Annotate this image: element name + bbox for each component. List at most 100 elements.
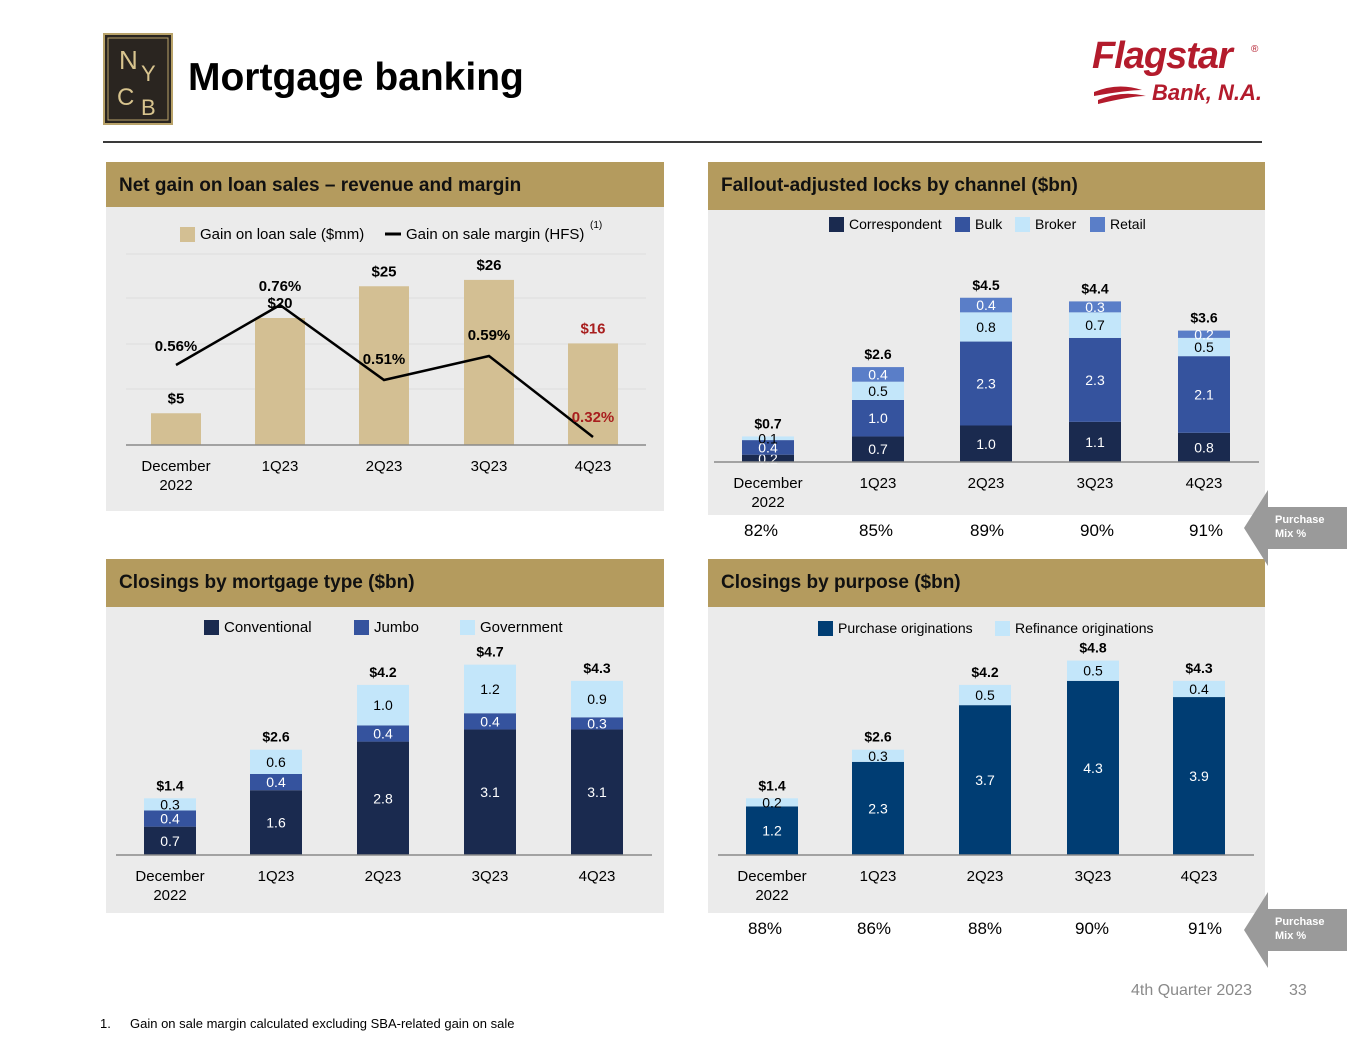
type-legend-label: Jumbo <box>374 619 419 636</box>
locks-bar-segment <box>960 341 1012 426</box>
type-segment-label: 3.1 <box>480 784 500 800</box>
purpose-segment-label: 0.5 <box>975 687 995 703</box>
purpose-bar-segment <box>746 798 798 807</box>
locks-legend-label: Correspondent <box>849 216 942 232</box>
type-segment-label: 0.4 <box>480 713 500 729</box>
purchase-mix-arrow-top: Purchase Mix % <box>1244 490 1347 566</box>
locks-category-label: 4Q23 <box>1186 475 1223 492</box>
gain-bar-label: $25 <box>371 263 396 280</box>
page-title: Mortgage banking <box>188 56 524 99</box>
purpose-segment-label: 3.9 <box>1189 768 1209 784</box>
footnote-text: Gain on sale margin calculated excluding… <box>130 1016 515 1031</box>
purpose-total-label: $4.8 <box>1079 640 1106 656</box>
purpose-bar-segment <box>1067 660 1119 681</box>
type-total-label: $1.4 <box>156 777 183 793</box>
type-segment-label: 0.4 <box>160 811 180 827</box>
purpose-bar-segment <box>852 761 904 855</box>
svg-text:N: N <box>119 45 138 75</box>
purchase-mix-label: Purchase Mix % <box>1275 916 1325 942</box>
footnote-number: 1. <box>100 1016 111 1031</box>
locks-panel-title: Fallout-adjusted locks by channel ($bn) <box>721 175 1078 196</box>
type-total-label: $4.3 <box>583 660 610 676</box>
locks-bar-segment <box>1178 330 1230 338</box>
purpose-legend-label: Refinance originations <box>1015 620 1154 636</box>
locks-bar-segment <box>960 312 1012 342</box>
purpose-segment-label: 0.4 <box>1189 681 1209 697</box>
gain-bar-label: $26 <box>476 257 501 274</box>
locks-legend-swatch <box>1090 217 1105 232</box>
purpose-purchase-mix-value: 91% <box>1187 919 1223 938</box>
purpose-total-label: $1.4 <box>758 777 785 793</box>
locks-segment-label: 0.5 <box>868 383 888 399</box>
locks-purchase-mix-row: 82% 85% 89% 90% 91% <box>708 518 1265 544</box>
header-rule <box>103 141 1262 143</box>
locks-category-label: 2Q23 <box>968 475 1005 492</box>
purpose-bar-segment <box>852 749 904 762</box>
flagstar-logo-bank: Bank, N.A. <box>1152 80 1262 105</box>
locks-panel: Fallout-adjusted locks by channel ($bn) … <box>708 162 1265 515</box>
type-segment-label: 0.4 <box>266 774 286 790</box>
gain-bar <box>255 318 305 445</box>
gain-category-label: 2022 <box>159 477 192 494</box>
purpose-chart: 1.2 0.2$1.4 2.3 0.3 $2.6 3.7 0.5 $4.2 4.3 0.5 $4.8… <box>718 620 1254 904</box>
purpose-segment-label: 3.7 <box>975 772 995 788</box>
type-chart: 0.70.40.3$1.41.60.40.6$2.62.80.41.0$4.23… <box>116 619 652 904</box>
gain-legend-superscript: (1) <box>590 220 602 231</box>
type-bar-segment <box>250 790 302 855</box>
locks-purchase-mix-value: 82% <box>743 521 779 540</box>
type-panel-title: Closings by mortgage type ($bn) <box>119 572 415 593</box>
type-legend-swatch <box>204 620 219 635</box>
purpose-panel: Closings by purpose ($bn) 1.2 0.2 $1.4 2.3 0… <box>708 559 1265 913</box>
gain-category-label: 1Q23 <box>262 458 299 475</box>
gain-bar <box>568 343 618 445</box>
purpose-legend-label: Purchase originations <box>838 620 973 636</box>
type-total-label: $2.6 <box>262 729 289 745</box>
type-segment-label: 0.6 <box>266 754 286 770</box>
purpose-purchase-mix-value: 90% <box>1074 919 1110 938</box>
purpose-total-label: $2.6 <box>864 729 891 745</box>
locks-purchase-mix-value: 89% <box>969 521 1005 540</box>
gain-margin-label: 0.51% <box>363 351 406 368</box>
locks-legend-label: Retail <box>1110 216 1146 232</box>
purpose-category-label: 1Q23 <box>860 868 897 885</box>
purchase-mix-label: Purchase Mix % <box>1275 514 1325 540</box>
purpose-category-label: 2Q23 <box>967 868 1004 885</box>
type-bar-segment <box>144 826 196 855</box>
type-bar-segment <box>144 810 196 827</box>
svg-text:Y: Y <box>141 61 156 86</box>
locks-bar-segment <box>1178 337 1230 357</box>
purpose-category-label: December <box>737 868 806 885</box>
locks-bar-segment <box>852 381 904 400</box>
locks-total-label: $4.4 <box>1081 280 1108 296</box>
locks-legend-swatch <box>1015 217 1030 232</box>
type-bar-segment <box>464 664 516 714</box>
type-legend-swatch <box>460 620 475 635</box>
purpose-purchase-mix-value: 88% <box>747 919 783 938</box>
type-segment-label: 3.1 <box>587 784 607 800</box>
locks-bar-segment <box>742 436 794 441</box>
purpose-segment-label: 0.3 <box>868 748 888 764</box>
purpose-bar-segment <box>746 806 798 855</box>
type-bar-segment <box>571 717 623 730</box>
locks-legend-swatch <box>955 217 970 232</box>
purpose-segment-label: 0.5 <box>1083 663 1103 679</box>
type-category-label: December <box>135 868 204 885</box>
purpose-legend-swatch <box>995 621 1010 636</box>
locks-bar-segment <box>1069 337 1121 422</box>
svg-text:®: ® <box>1251 44 1259 55</box>
gain-legend-label: Gain on sale margin (HFS) <box>406 226 584 243</box>
gain-category-label: 2Q23 <box>366 458 403 475</box>
locks-segment-label: 0.5 <box>1194 339 1214 355</box>
type-bar-segment <box>571 729 623 855</box>
type-legend-label: Conventional <box>224 619 312 636</box>
type-segment-label: 2.8 <box>373 790 393 806</box>
type-total-label: $4.2 <box>369 664 396 680</box>
gain-bar-label: $16 <box>580 320 605 337</box>
purpose-bar-segment <box>1173 697 1225 855</box>
purpose-bar-segment <box>1067 680 1119 855</box>
type-segment-label: 0.3 <box>587 715 607 731</box>
flagstar-logo: Flagstar ® Bank, N.A. <box>1088 30 1266 110</box>
gain-category-label: 4Q23 <box>575 458 612 475</box>
locks-segment-label: 1.0 <box>868 410 888 426</box>
type-bar-segment <box>357 725 409 742</box>
